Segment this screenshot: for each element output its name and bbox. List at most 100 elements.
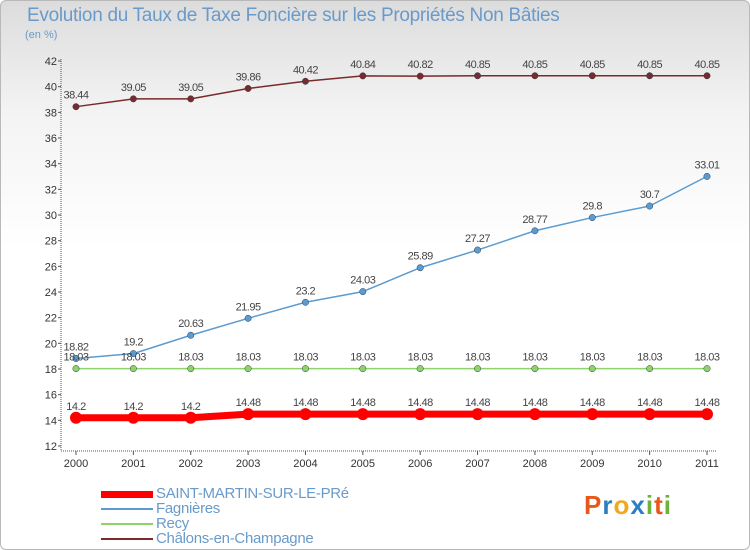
data-point	[356, 408, 369, 421]
data-point	[129, 95, 137, 103]
data-point	[588, 72, 596, 80]
data-point	[129, 365, 137, 373]
data-label: 14.48	[580, 397, 605, 409]
data-point	[703, 72, 711, 80]
data-label: 18.03	[293, 352, 318, 364]
data-label: 18.03	[350, 352, 375, 364]
y-tick-label: 30	[45, 210, 57, 222]
x-tick-label: 2007	[465, 458, 489, 470]
series-line	[76, 410, 707, 422]
y-tick-label: 18	[45, 364, 57, 376]
data-label: 21.95	[236, 301, 261, 313]
y-tick-label: 36	[45, 133, 57, 145]
data-label: 40.42	[293, 64, 318, 76]
data-point	[528, 408, 541, 421]
data-point	[359, 288, 367, 296]
x-tick-label: 2009	[580, 458, 604, 470]
logo-letter: o	[613, 490, 631, 520]
x-tick-label: 2002	[178, 458, 202, 470]
x-tick-label: 2001	[121, 458, 145, 470]
data-label: 27.27	[465, 233, 490, 245]
logo-letter: x	[630, 490, 646, 520]
data-label: 18.03	[236, 352, 261, 364]
data-label: 14.48	[293, 397, 318, 409]
data-label: 29.8	[583, 201, 603, 213]
x-tick-label: 2005	[351, 458, 375, 470]
series-line	[75, 75, 707, 108]
data-label: 18.03	[408, 352, 433, 364]
data-label: 39.05	[121, 82, 146, 94]
data-point	[359, 72, 367, 80]
data-label: 28.77	[522, 214, 547, 226]
data-point	[586, 408, 599, 421]
data-point	[242, 408, 255, 421]
legend-label: SAINT-MARTIN-SUR-LE-PRé	[156, 485, 349, 502]
y-tick-label: 24	[45, 287, 57, 299]
data-point	[471, 408, 484, 421]
y-tick-label: 38	[45, 107, 57, 119]
data-label: 14.48	[522, 397, 547, 409]
data-label: 18.03	[637, 352, 662, 364]
data-label: 14.2	[124, 401, 144, 413]
data-point	[302, 77, 309, 85]
data-point	[244, 365, 252, 373]
y-tick-label: 34	[45, 159, 57, 171]
data-label: 40.85	[465, 59, 490, 71]
data-point	[474, 246, 481, 254]
data-point	[70, 411, 82, 424]
y-tick-label: 16	[45, 390, 57, 402]
data-label: 40.84	[350, 59, 375, 71]
data-label: 25.89	[408, 251, 433, 263]
x-tick-label: 2003	[236, 458, 260, 470]
data-label: 24.03	[350, 275, 375, 287]
y-tick-label: 28	[45, 236, 57, 248]
data-label: 40.82	[408, 59, 433, 71]
data-point	[244, 314, 252, 322]
data-label: 39.86	[236, 71, 261, 83]
data-label: 40.85	[637, 59, 662, 71]
data-point	[302, 365, 309, 373]
logo-letter: t	[654, 490, 664, 520]
y-tick-label: 20	[45, 338, 57, 350]
data-point	[646, 72, 654, 80]
data-point	[359, 365, 367, 373]
data-label: 19.2	[124, 337, 144, 349]
chart-unit: (en %)	[25, 29, 58, 41]
y-tick-label: 22	[45, 313, 57, 325]
series-line	[75, 175, 708, 360]
data-point	[416, 264, 424, 272]
data-point	[127, 411, 140, 424]
data-point	[187, 365, 195, 373]
data-point	[187, 331, 195, 339]
data-label: 18.03	[465, 352, 490, 364]
logo-letter: i	[645, 490, 655, 520]
data-point	[588, 365, 596, 373]
y-tick-label: 14	[45, 415, 57, 427]
data-label: 40.85	[580, 59, 605, 71]
data-point	[299, 408, 312, 421]
y-tick-label: 26	[45, 261, 57, 273]
data-point	[184, 411, 197, 424]
data-point	[72, 103, 80, 111]
data-point	[531, 72, 539, 80]
data-label: 38.44	[63, 90, 88, 102]
data-label: 14.48	[637, 397, 662, 409]
data-label: 14.48	[236, 397, 261, 409]
data-label: 23.2	[296, 285, 316, 297]
data-label: 14.48	[465, 397, 490, 409]
legend-swatch	[101, 491, 153, 498]
data-label: 40.85	[522, 59, 547, 71]
legend-label: Recy	[156, 515, 189, 532]
y-tick-label: 32	[45, 184, 57, 196]
data-point	[414, 408, 427, 421]
y-tick-label: 12	[45, 441, 57, 453]
data-point	[474, 365, 481, 373]
data-point	[531, 227, 539, 235]
data-label: 14.48	[408, 397, 433, 409]
data-point	[302, 298, 309, 306]
data-label: 18.03	[121, 352, 146, 364]
x-tick-label: 2011	[695, 458, 719, 470]
data-point	[72, 355, 80, 362]
legend-label: Fagnières	[156, 500, 221, 517]
